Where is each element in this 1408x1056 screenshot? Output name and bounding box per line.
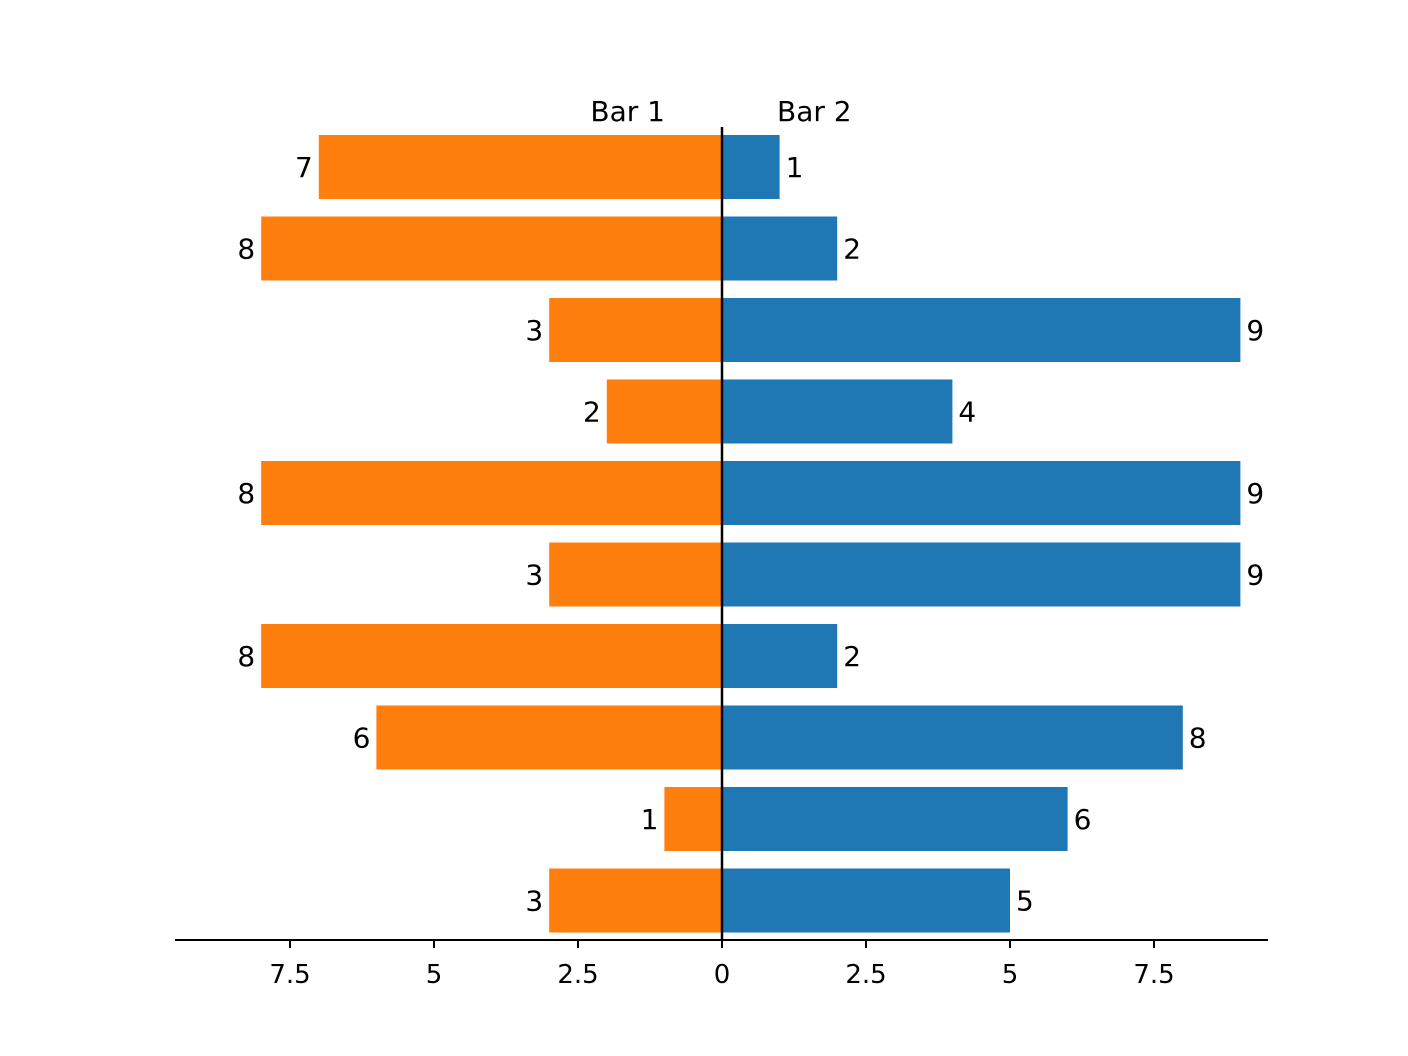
- bar1-bar-3: [549, 298, 722, 362]
- x-tick-label-7: 7.5: [1133, 960, 1174, 990]
- bar2-bar-9: [722, 787, 1068, 851]
- x-axis-ticks: 7.5 5 2.5 0 2.5 5 7.5: [269, 940, 1175, 990]
- bar1-bar-2: [261, 216, 722, 281]
- bar2-value-label-9: 6: [1074, 803, 1092, 836]
- bar1-series-header: Bar 1: [590, 95, 665, 128]
- bar1-value-label-1: 7: [295, 151, 313, 184]
- bar2-bar-2: [722, 216, 838, 281]
- bar1-bar-10: [549, 868, 722, 933]
- bar1-value-label-10: 3: [525, 885, 543, 918]
- bar2-bar-8: [722, 705, 1183, 770]
- x-tick-label-2: 5: [426, 960, 443, 990]
- bar1-value-label-6: 3: [525, 559, 543, 592]
- bar1-bar-1: [318, 135, 722, 199]
- bar1-value-label-8: 6: [353, 722, 371, 755]
- bar1-value-label-9: 1: [641, 803, 659, 836]
- bar2-value-label-6: 9: [1246, 559, 1264, 592]
- bar2-bar-3: [722, 298, 1241, 362]
- bar2-value-label-4: 4: [958, 396, 976, 429]
- bar1-bar-7: [261, 624, 722, 688]
- series-headers: Bar 1 Bar 2: [590, 95, 851, 128]
- bar1-bar-6: [549, 542, 722, 607]
- bar2-value-label-8: 8: [1189, 722, 1207, 755]
- x-tick-label-6: 5: [1002, 960, 1019, 990]
- bar2-value-label-10: 5: [1016, 885, 1034, 918]
- bar1-bar-9: [664, 787, 722, 851]
- bar1-bar-8: [376, 705, 722, 770]
- bar2-bar-10: [722, 868, 1010, 933]
- bars-layer: [261, 135, 1241, 933]
- bar2-bar-1: [722, 135, 780, 199]
- bar2-value-label-7: 2: [843, 640, 861, 673]
- bar1-value-label-5: 8: [237, 477, 255, 510]
- bar2-bar-7: [722, 624, 838, 688]
- x-tick-label-3: 2.5: [557, 960, 598, 990]
- bar1-value-label-7: 8: [237, 640, 255, 673]
- bar2-value-label-2: 2: [843, 233, 861, 266]
- bar1-value-label-3: 3: [525, 314, 543, 347]
- value-labels-layer: 7 8 3 2 8 3 8 6 1 3 1 2 9 4 9 9 2 8 6 5: [237, 151, 1264, 918]
- x-tick-label-5: 2.5: [845, 960, 886, 990]
- bar1-value-label-2: 8: [237, 233, 255, 266]
- bar2-bar-6: [722, 542, 1241, 607]
- bar2-value-label-5: 9: [1246, 477, 1264, 510]
- x-tick-label-1: 7.5: [269, 960, 310, 990]
- bar2-bar-4: [722, 379, 953, 444]
- bar2-value-label-1: 1: [786, 151, 804, 184]
- bar1-bar-4: [606, 379, 722, 444]
- bar2-value-label-3: 9: [1246, 314, 1264, 347]
- bar2-bar-5: [722, 461, 1241, 525]
- bar1-bar-5: [261, 461, 722, 525]
- bar2-series-header: Bar 2: [777, 95, 852, 128]
- bar1-value-label-4: 2: [583, 396, 601, 429]
- x-tick-label-4: 0: [714, 960, 731, 990]
